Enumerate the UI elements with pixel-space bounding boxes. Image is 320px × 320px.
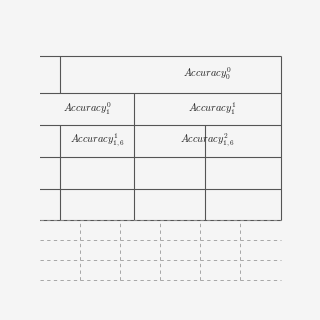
Text: $\mathit{Accuracy}^0_0$: $\mathit{Accuracy}^0_0$ — [183, 66, 232, 82]
Text: $\mathit{Accuracy}^1_1$: $\mathit{Accuracy}^1_1$ — [188, 100, 236, 117]
Text: $\mathit{Accuracy}^1_{1,6}$: $\mathit{Accuracy}^1_{1,6}$ — [70, 132, 124, 149]
Text: $\mathit{Accuracy}^2_{1,6}$: $\mathit{Accuracy}^2_{1,6}$ — [180, 132, 235, 149]
Text: $\mathit{Accuracy}^0_1$: $\mathit{Accuracy}^0_1$ — [63, 100, 111, 117]
